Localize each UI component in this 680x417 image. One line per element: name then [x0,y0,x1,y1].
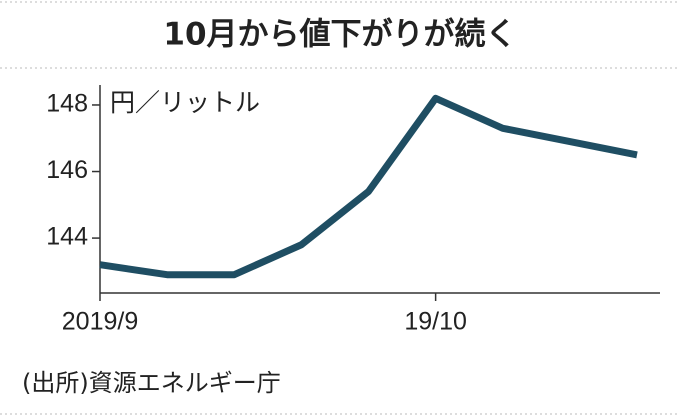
x-tick-label: 19/10 [404,308,467,336]
y-tick-label: 146 [46,156,88,184]
chart-title: 10月から値下がりが続く [163,17,516,53]
y-tick-label: 148 [46,90,88,118]
x-tick-label: 2019/9 [62,308,138,336]
source: (出所)資源エネルギー庁 [22,369,281,397]
line-series [99,94,638,279]
y-axis-label: 円／リットル [110,88,260,117]
y-tick-label: 144 [46,223,88,251]
